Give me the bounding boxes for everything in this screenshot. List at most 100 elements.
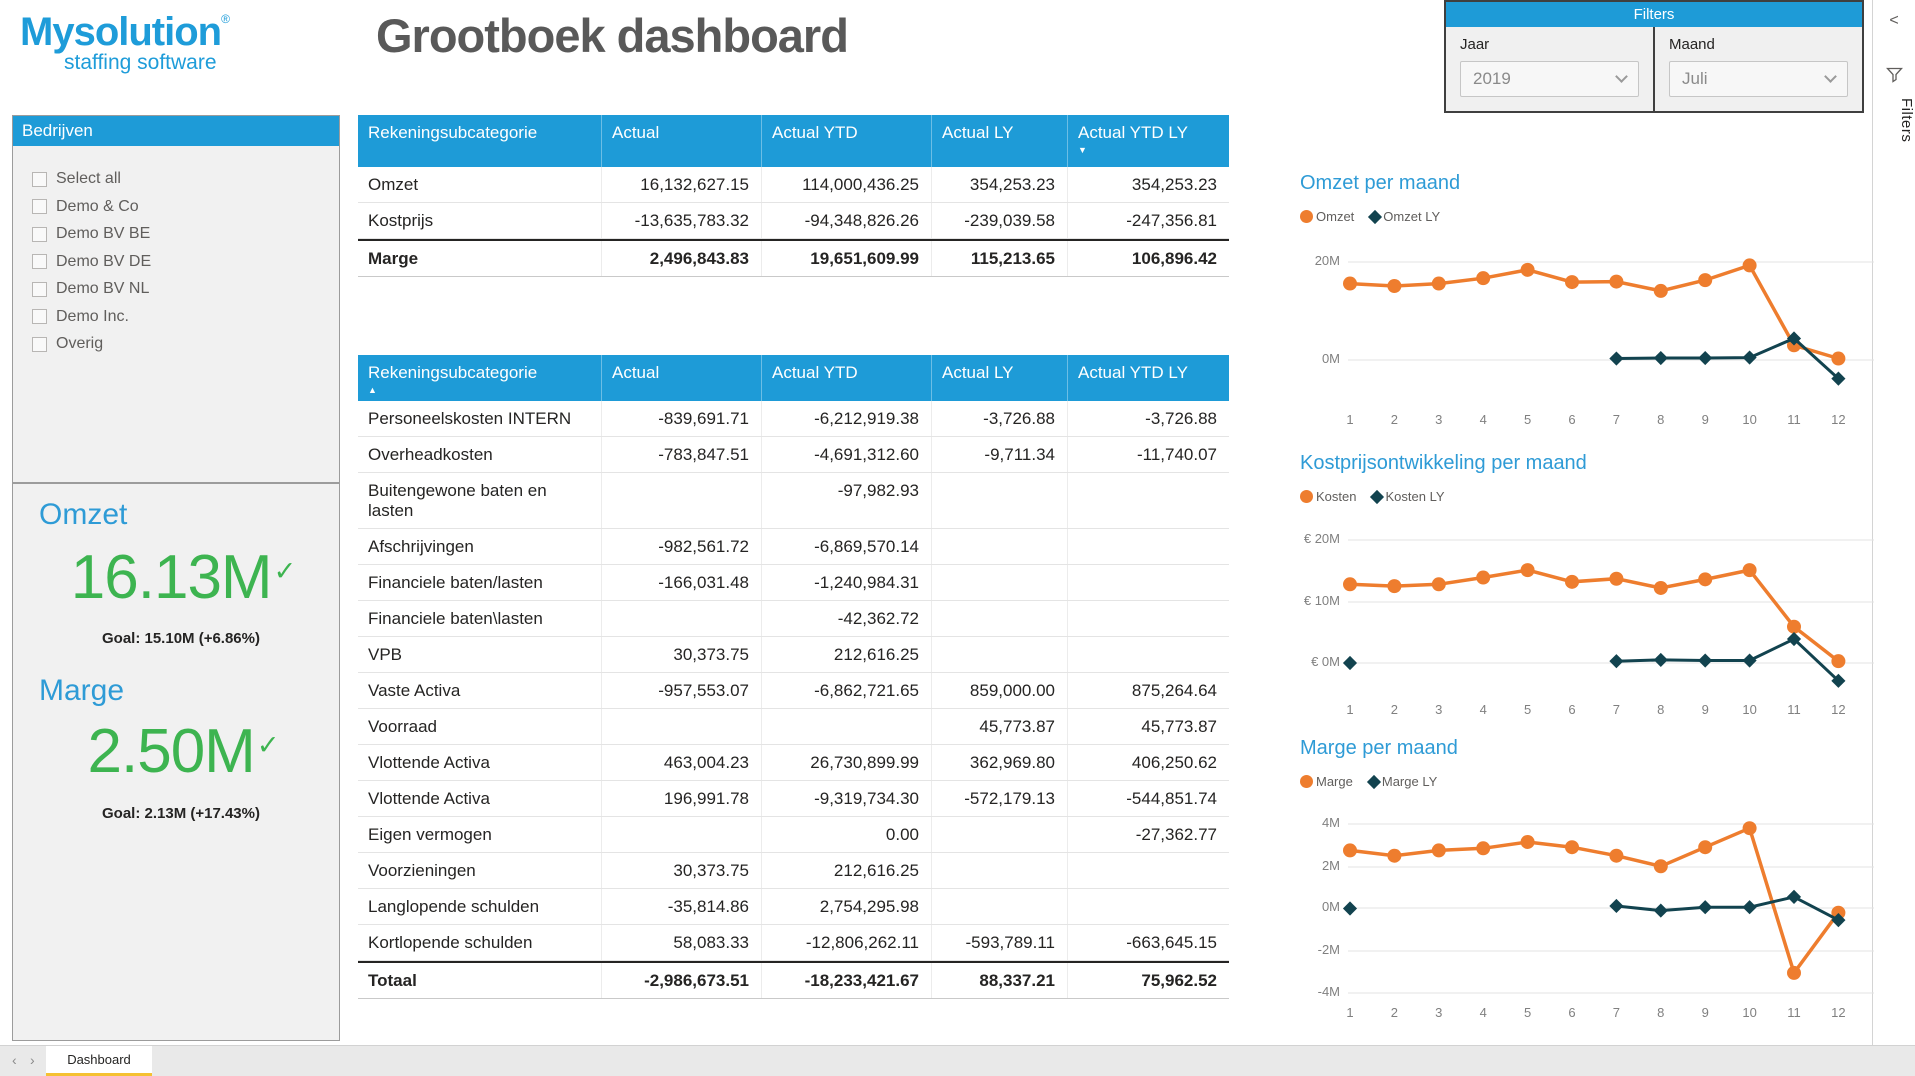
table-cell: 212,616.25 [761,853,931,888]
data-point-circle [1653,283,1668,298]
data-point-circle [1431,577,1446,592]
column-header[interactable]: Rekeningsubcategorie ▲ [358,355,601,401]
table-cell [931,473,1067,528]
checkbox[interactable] [32,171,47,187]
maand-dropdown[interactable]: Juli [1669,61,1848,97]
data-point-diamond [1698,350,1713,366]
column-header[interactable]: Actual YTD [761,355,931,401]
legend-label: Kosten LY [1385,489,1445,504]
x-axis-tick-label: 12 [1831,1005,1846,1020]
table-cell: Eigen vermogen [368,825,492,844]
checkbox[interactable] [32,281,47,297]
x-axis-tick-label: 9 [1701,1005,1709,1020]
x-axis-tick-label: 5 [1523,702,1532,717]
checkbox[interactable] [32,309,47,324]
filter-funnel-icon[interactable] [1886,66,1903,88]
chart-title: Marge per maand [1300,737,1458,759]
data-point-circle [1520,834,1535,849]
table-cell: 354,253.23 [1067,167,1229,202]
jaar-dropdown[interactable]: 2019 [1460,61,1639,97]
x-axis-tick-label: 1 [1346,1005,1354,1020]
x-axis-tick-label: 7 [1612,1005,1620,1020]
slicer-item-label: Demo BV DE [56,252,152,270]
table-row: Kortlopende schulden 58,083.33 -12,806,262… [358,925,1229,961]
chevron-down-icon [1824,70,1837,83]
table-cell: -27,362.77 [1067,817,1229,852]
table-cell: -42,362.72 [761,601,931,636]
data-point-diamond [1831,673,1846,688]
table-cell [1067,473,1229,528]
x-axis-tick-label: 2 [1390,412,1398,427]
chart-legend: Omzet Omzet LY [1300,209,1440,224]
filters-rail-label: Filters [1898,98,1915,143]
table-cell: Personeelskosten INTERN [368,409,572,428]
column-header[interactable]: Actual YTD [761,115,931,167]
series-line [1616,336,1840,380]
column-header[interactable]: Actual LY [931,115,1067,167]
data-point-circle [1343,843,1357,858]
tab-dashboard[interactable]: Dashboard [46,1046,152,1076]
line-chart: Marge per maand Marge Marge LY 4M 2M 0M -2M -4M… [1292,735,1882,1035]
table-row: Overheadkosten -783,847.51 -4,691,312.60 -9… [358,437,1229,473]
checkbox[interactable] [32,199,47,214]
table-cell: 58,083.33 [601,925,761,960]
table-cell: Kostprijs [368,211,434,230]
table-cell: -12,806,262.11 [761,925,931,960]
next-page-arrow[interactable]: › [30,1052,35,1068]
y-axis-tick-label: € 20M [1303,531,1340,546]
slicer-item[interactable]: Demo & Co [13,194,339,220]
data-point-diamond [1653,350,1668,366]
table-cell: -957,553.07 [601,673,761,708]
slicer-item[interactable]: Demo BV DE [13,249,339,275]
table-cell: Langlopende schulden [368,897,540,916]
legend-label: Marge [1316,774,1353,789]
table-row: Voorzieningen 30,373.75 212,616.25 [358,853,1229,889]
data-point-diamond [1342,901,1358,916]
prev-page-arrow[interactable]: ‹ [12,1052,17,1068]
table-cell: -4,691,312.60 [761,437,931,472]
collapse-pane-icon[interactable]: < [1889,12,1899,29]
y-axis-tick-label: € 0M [1311,654,1340,669]
table-cell [1067,637,1229,672]
checkbox[interactable] [32,226,47,242]
legend-item: Kosten LY [1370,489,1445,504]
checkbox[interactable] [32,336,47,352]
x-axis-tick-label: 8 [1657,1005,1665,1020]
slicer-item[interactable]: Overig [13,331,339,357]
table-cell: Totaal [368,971,417,990]
legend-label: Kosten [1316,489,1357,504]
filters-rail: < Filters [1872,0,1915,1045]
data-point-circle [1520,563,1535,578]
table-row: Vaste Activa -957,553.07 -6,862,721.65 859,… [358,673,1229,709]
column-header[interactable]: Actual [601,115,761,167]
checkbox[interactable] [32,254,47,269]
slicer-item[interactable]: Demo BV NL [13,276,339,302]
data-point-circle [1609,848,1624,863]
slicer-item[interactable]: Select all [13,166,339,192]
data-point-diamond [1786,331,1802,346]
table-row: Vlottende Activa 196,991.78 -9,319,734.30-… [358,781,1229,817]
column-header[interactable]: Rekeningsubcategorie [368,123,538,142]
table-cell: -9,711.34 [931,437,1067,472]
column-header[interactable]: Actual [601,355,761,401]
column-header[interactable]: Actual YTD LY ▼ [1067,115,1229,167]
slicer-item[interactable]: Demo BV BE [13,221,339,247]
column-header[interactable]: Actual YTD LY [1067,355,1229,401]
table-cell: -783,847.51 [601,437,761,472]
table-cell: -239,039.58 [931,203,1067,238]
data-point-circle [1787,965,1801,980]
registered-mark: ® [221,12,230,26]
column-header[interactable]: Actual LY [931,355,1067,401]
data-point-circle [1831,905,1846,920]
table-cell: -663,645.15 [1067,925,1229,960]
slicer-item[interactable]: Demo Inc. [13,304,339,330]
table-cell: Vaste Activa [368,681,461,700]
slicer-item-label: Select all [56,170,121,187]
data-point-circle [1565,275,1579,290]
data-point-circle [1609,274,1624,289]
x-axis-tick-label: 11 [1787,412,1801,427]
table-row: Afschrijvingen -982,561.72 -6,869,570.14 [358,529,1229,565]
table-header-row: Rekeningsubcategorie Actual Actual YTD Actu… [358,115,1229,167]
data-point-circle [1565,574,1579,589]
table-cell: -6,862,721.65 [761,673,931,708]
